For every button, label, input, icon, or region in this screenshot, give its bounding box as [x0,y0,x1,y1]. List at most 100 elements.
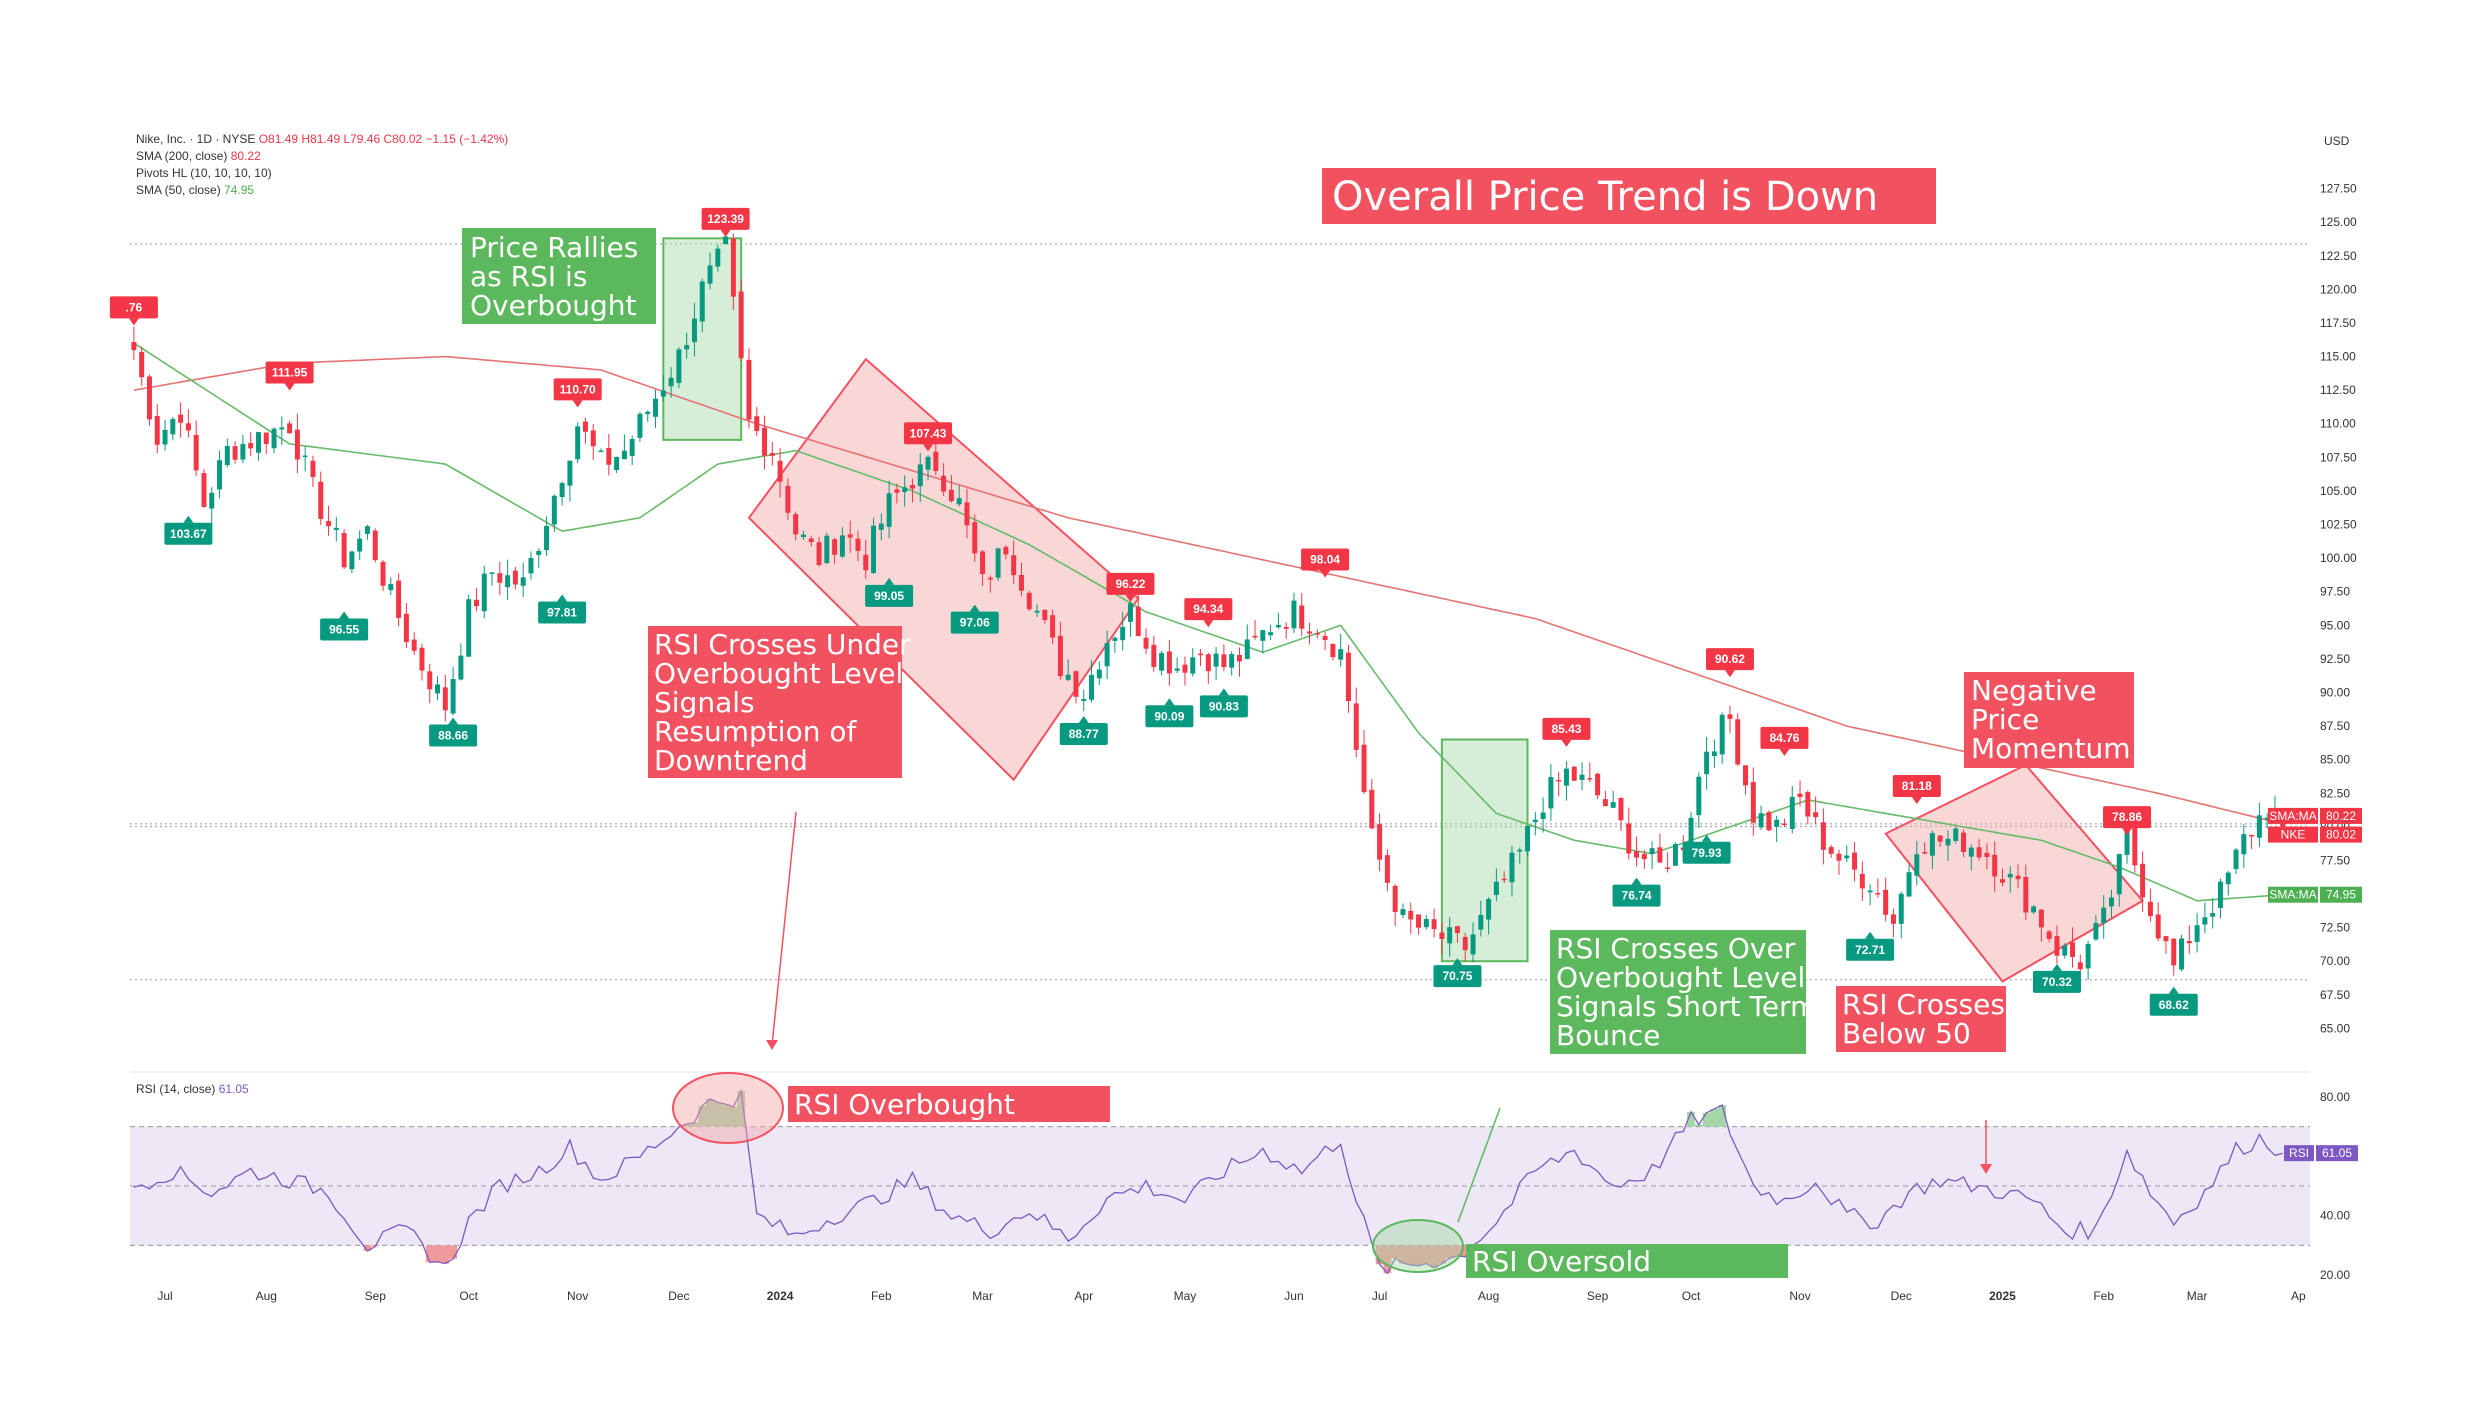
price-tick-label: 65.00 [2320,1021,2350,1035]
candle [1626,807,1632,860]
candle [1400,903,1406,919]
candle-body [1065,674,1071,680]
candle-body [473,599,479,607]
arrows [766,811,1992,1223]
pivot-value: 98.04 [1310,552,1340,566]
candle-body [279,427,285,430]
pivot-pointer [923,444,934,452]
candle-body [1953,828,1959,842]
price-tick-label: 85.00 [2320,753,2350,767]
candle-body [1595,773,1601,796]
candle-body [2062,945,2068,956]
candle-body [1820,822,1826,850]
candle-body [2108,897,2114,907]
legend-sma50: SMA (50, close) 74.95 [136,183,254,197]
candle-body [1291,600,1297,629]
candle-body [1898,893,1904,924]
candle [411,632,417,655]
pivot-high-label: 111.95 [265,361,314,391]
price-tick-label: 115.00 [2320,350,2356,364]
rsi-tick-label: 80.00 [2320,1090,2350,1104]
time-tick-label: Jun [1284,1289,1303,1303]
candle-body [1852,852,1858,870]
pivot-high-label: ⁠.76 [109,296,158,326]
annotation-line: as RSI is [470,260,587,293]
candle [544,516,550,556]
pivot-value: 70.75 [1442,969,1472,983]
candle [1657,833,1663,863]
candle-body [1704,751,1710,775]
candle [1065,659,1071,682]
candle [333,516,339,542]
candle-body [948,489,954,502]
candle [271,427,277,454]
candle-body [419,647,425,671]
candle [403,602,409,648]
candle-body [2070,942,2076,957]
candle-body [497,573,503,583]
candle-body [2186,941,2192,944]
pivot-box [1760,726,1809,749]
arrow-head [766,1040,778,1050]
candle-body [528,558,534,574]
candle [1447,917,1453,957]
candle [1587,762,1593,782]
pivot-low-label: 79.93 [1682,834,1731,864]
candle [170,416,176,441]
pivot-pointer [339,611,350,619]
candle-body [886,493,892,527]
pivot-low-label: 99.05 [865,577,914,607]
price-tag-value: 80.22 [2326,809,2356,823]
pivot-low-label: 103.67 [164,515,213,545]
annotation-title-text: Overall Price Trend is Down [1332,174,1878,220]
candle [1229,651,1235,676]
candle-body [1096,669,1102,679]
candle-body [1688,817,1694,848]
candle-body [357,538,363,552]
pivot-value: 94.34 [1193,602,1223,616]
annotation-price-rallies: Price Rallies as RSI is Overbought [462,228,656,324]
candle [1789,785,1795,834]
candle [1120,611,1126,651]
candle-body [1089,674,1095,700]
candle [1135,594,1141,637]
candle-body [1992,854,1998,877]
annotation-title: Overall Price Trend is Down [1322,168,1936,224]
candle-body [1540,812,1546,819]
candle [987,575,993,593]
candle [1540,797,1546,833]
candle-body [980,551,986,575]
candle [1493,868,1499,902]
candle-body [1890,914,1896,924]
candle [1361,729,1367,794]
candle-body [902,487,908,493]
candle [1096,661,1102,685]
pivot-pointer [1779,748,1790,756]
candle [2046,929,2052,943]
pivot-pointer [1452,958,1463,966]
pivot-high-label: 84.76 [1760,726,1809,756]
candle [2217,878,2223,919]
candle-body [653,398,659,417]
candle-body [178,414,184,423]
candle-body [691,318,697,343]
candle [948,474,954,503]
rally-zone [662,237,743,441]
candle-body [606,447,612,465]
candle [2023,864,2029,921]
price-tick-label: 82.50 [2320,786,2350,800]
price-tick-label: 105.00 [2320,484,2357,498]
candle [2140,851,2146,913]
candle-body [536,550,542,555]
annotation-rsi-overbought: RSI Overbought [672,1072,1110,1144]
candle-body [1104,643,1110,667]
candle [2249,834,2255,850]
time-tick-label: Dec [1891,1289,1912,1303]
candle [1704,736,1710,790]
candle-body [847,534,853,538]
candle-body [1929,833,1935,856]
candle [668,367,674,398]
candle-body [154,415,160,445]
pivot-pointer [448,717,459,725]
annotation-rsi-oversold: RSI Oversold [1372,1219,1788,1278]
